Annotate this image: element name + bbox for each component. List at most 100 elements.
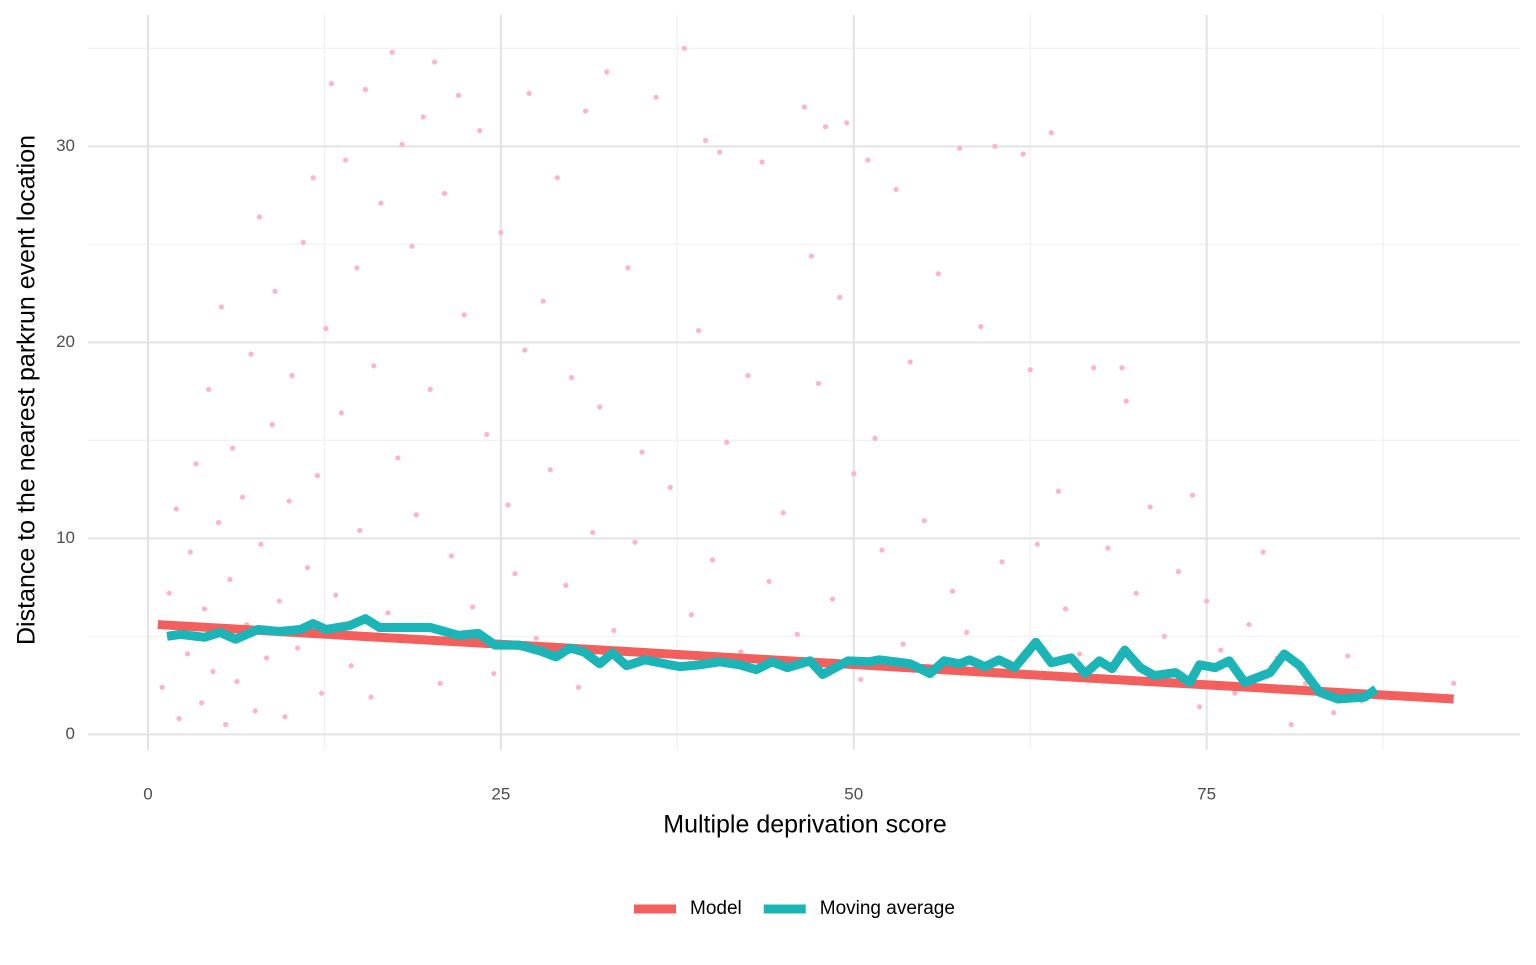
point — [263, 655, 270, 661]
point — [498, 229, 504, 236]
point — [1451, 680, 1457, 686]
point — [667, 484, 673, 490]
point — [201, 606, 208, 612]
point — [1133, 590, 1139, 596]
point — [437, 680, 443, 686]
point — [533, 635, 539, 641]
point — [289, 373, 295, 379]
x-axis-title: Multiple deprivation score — [663, 811, 946, 839]
point — [409, 243, 415, 249]
point — [276, 598, 282, 604]
point — [808, 253, 815, 259]
point — [710, 557, 716, 563]
point — [695, 327, 702, 334]
x-tick-label: 0 — [143, 784, 152, 803]
point — [801, 104, 807, 110]
series-line — [166, 614, 1379, 704]
point — [1147, 504, 1153, 510]
point — [184, 651, 191, 657]
legend-label: Moving average — [820, 898, 955, 919]
point — [844, 120, 850, 126]
point — [1123, 398, 1129, 404]
point — [900, 641, 906, 647]
point — [837, 294, 843, 300]
point — [378, 200, 384, 206]
point — [1232, 690, 1238, 696]
point — [1091, 365, 1097, 371]
point — [1027, 367, 1033, 373]
point — [239, 494, 246, 500]
point — [199, 700, 205, 706]
point — [362, 86, 368, 93]
point — [1260, 549, 1266, 555]
point — [512, 571, 518, 577]
point — [300, 239, 306, 245]
point — [907, 359, 913, 365]
y-tick-label: 20 — [56, 332, 75, 351]
point — [1119, 365, 1125, 371]
point — [505, 502, 511, 508]
point — [745, 373, 751, 379]
point — [166, 590, 172, 596]
point — [935, 271, 942, 277]
y-tick-label: 30 — [56, 136, 75, 155]
point — [1218, 647, 1224, 653]
point — [491, 670, 497, 677]
point — [604, 69, 610, 75]
point — [563, 582, 569, 588]
point — [639, 449, 645, 455]
point — [1105, 545, 1111, 551]
y-axis-title: Distance to the nearest parkrun event lo… — [13, 135, 41, 645]
point — [413, 512, 419, 518]
point — [702, 137, 709, 144]
point — [448, 553, 455, 559]
point — [368, 694, 374, 700]
point — [1246, 621, 1252, 628]
x-tick-label: 50 — [844, 784, 863, 803]
point — [949, 588, 956, 594]
point — [338, 410, 344, 416]
points — [159, 45, 1457, 728]
point — [568, 375, 575, 381]
x-tick-label: 75 — [1197, 784, 1216, 803]
point — [420, 114, 426, 120]
point — [815, 380, 822, 387]
point — [223, 721, 229, 728]
point — [1048, 130, 1054, 136]
lines — [157, 614, 1454, 704]
point — [554, 175, 560, 181]
point — [1062, 606, 1069, 612]
point — [611, 627, 617, 634]
point — [389, 49, 395, 55]
point — [759, 159, 765, 165]
point — [314, 473, 320, 479]
point — [176, 716, 182, 722]
point — [632, 539, 638, 545]
point — [328, 81, 335, 87]
x-tick-label: 25 — [491, 784, 510, 803]
point — [385, 610, 391, 616]
point — [865, 157, 871, 163]
point — [218, 304, 224, 310]
point — [187, 549, 193, 555]
point — [1034, 541, 1040, 547]
point — [310, 175, 316, 181]
point — [304, 565, 311, 571]
point — [470, 604, 476, 610]
point — [688, 612, 695, 618]
point — [879, 547, 885, 553]
point — [1196, 704, 1203, 710]
point — [371, 363, 377, 369]
point — [269, 422, 275, 428]
point — [210, 669, 216, 675]
point — [625, 265, 631, 271]
point — [1055, 488, 1062, 494]
point — [1288, 721, 1294, 728]
point — [872, 435, 878, 441]
point — [738, 649, 744, 655]
point — [431, 59, 438, 65]
point — [766, 578, 772, 585]
point — [794, 631, 800, 637]
point — [173, 506, 179, 512]
